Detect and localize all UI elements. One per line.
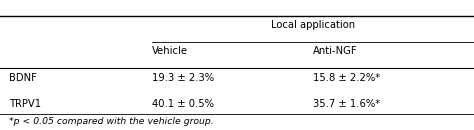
- Text: 19.3 ± 2.3%: 19.3 ± 2.3%: [152, 73, 214, 83]
- Text: 15.8 ± 2.2%*: 15.8 ± 2.2%*: [313, 73, 380, 83]
- Text: BDNF: BDNF: [9, 73, 37, 83]
- Text: TRPV1: TRPV1: [9, 99, 42, 109]
- Text: Vehicle: Vehicle: [152, 46, 188, 56]
- Text: Anti-NGF: Anti-NGF: [313, 46, 357, 56]
- Text: *p < 0.05 compared with the vehicle group.: *p < 0.05 compared with the vehicle grou…: [9, 117, 214, 126]
- Text: 35.7 ± 1.6%*: 35.7 ± 1.6%*: [313, 99, 380, 109]
- Text: Local application: Local application: [271, 20, 355, 30]
- Text: 40.1 ± 0.5%: 40.1 ± 0.5%: [152, 99, 214, 109]
